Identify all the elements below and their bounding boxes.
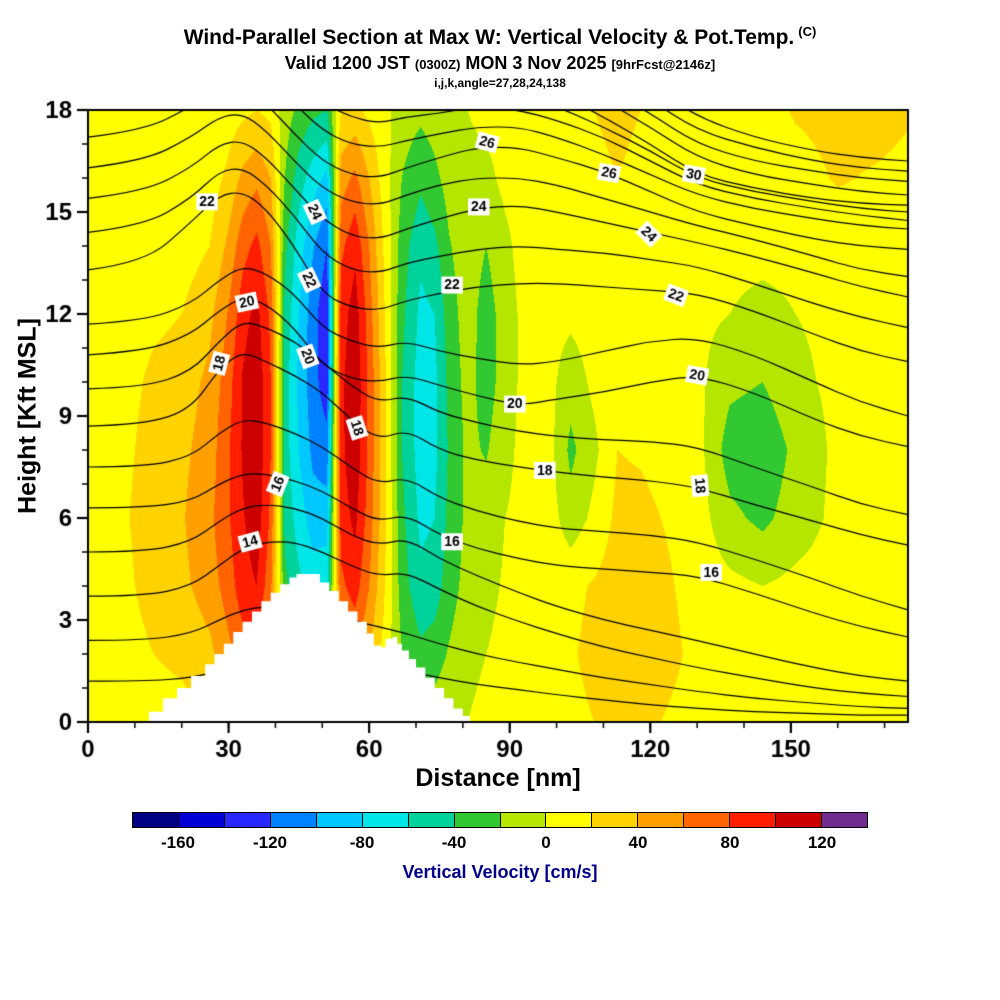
colorbar-tick-label: 40 — [628, 833, 648, 852]
colorbar-segment — [224, 813, 271, 827]
colorbar-segment — [454, 813, 501, 827]
grid-info-line: i,j,k,angle=27,28,24,138 — [434, 76, 566, 90]
colorbar-segment — [316, 813, 363, 827]
colorbar-segment — [546, 813, 593, 827]
colorbar-segment — [822, 813, 867, 827]
colorbar-caption: Vertical Velocity [cm/s] — [402, 862, 598, 882]
y-axis-title: Height [Kft MSL] — [13, 318, 42, 514]
colorbar-segment — [730, 813, 777, 827]
valid-date-text: MON 3 Nov 2025 — [460, 53, 612, 73]
colorbar-segment — [684, 813, 731, 827]
colorbar-ticks: -160 -120 -80 -40 0 40 80 120 — [132, 833, 868, 855]
colorbar-tick-label: -80 — [349, 833, 375, 852]
forecast-ref-text: [9hrFcst@2146z] — [611, 57, 716, 72]
colorbar-segment — [638, 813, 685, 827]
colorbar-tick-label: 120 — [807, 833, 837, 852]
colorbar-segment — [178, 813, 225, 827]
valid-prefix-text: Valid 1200 JST — [284, 53, 415, 73]
colorbar-segment — [776, 813, 823, 827]
valid-time-line: Valid 1200 JST (0300Z) MON 3 Nov 2025 [9… — [0, 53, 1000, 74]
colorbar-tick-label: 80 — [720, 833, 740, 852]
title-unit-suffix: (C) — [798, 24, 817, 39]
colorbar-segment — [500, 813, 547, 827]
colorbar-tick-label: 0 — [541, 833, 551, 852]
colorbar-tick-label: -160 — [160, 833, 196, 852]
page-title: Wind-Parallel Section at Max W: Vertical… — [0, 24, 1000, 50]
colorbar-segment — [133, 813, 179, 827]
colorbar-tick-label: -120 — [252, 833, 288, 852]
colorbar-segment — [592, 813, 639, 827]
colorbar-segment — [270, 813, 317, 827]
colorbar-segment — [362, 813, 409, 827]
colorbar — [132, 812, 868, 828]
colorbar-segment — [408, 813, 455, 827]
x-axis-title: Distance [nm] — [415, 764, 581, 792]
valid-zulu-text: (0300Z) — [414, 57, 461, 72]
colorbar-tick-label: -40 — [441, 833, 467, 852]
title-main-text: Wind-Parallel Section at Max W: Vertical… — [183, 26, 795, 49]
